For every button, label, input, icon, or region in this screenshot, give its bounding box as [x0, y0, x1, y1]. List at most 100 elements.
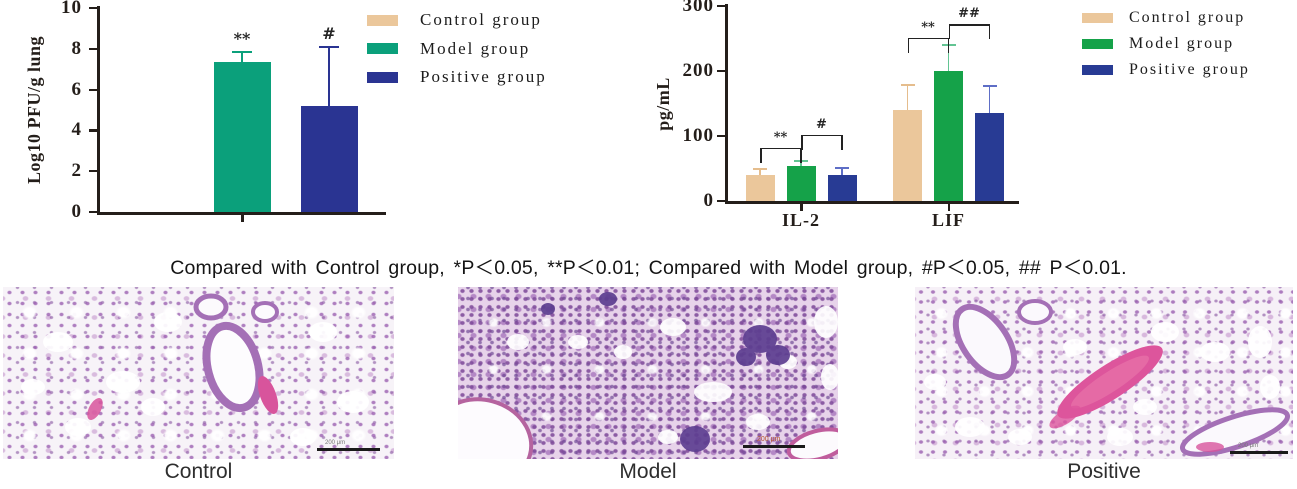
- y-tick: [89, 88, 97, 91]
- bracket-leg: [988, 24, 991, 40]
- significance-label: **: [233, 28, 251, 48]
- airway-shape: [786, 427, 838, 459]
- bracket-leg: [907, 37, 910, 53]
- bracket-leg: [948, 24, 951, 40]
- scale-bar: [1230, 451, 1288, 454]
- y-tick-label: 10: [61, 0, 82, 18]
- bar-control-group-il-2: [745, 175, 775, 201]
- bar-positive-group: [300, 105, 358, 212]
- error-bar-cap: [835, 166, 849, 170]
- scale-bar-label: 200 μm: [1238, 443, 1259, 449]
- legend-swatch-model-group: [367, 43, 398, 54]
- vessel-shape: [1196, 442, 1224, 452]
- x-tick: [800, 204, 803, 211]
- histology-overlay-positive: [924, 299, 1291, 457]
- error-bar-line: [906, 85, 909, 110]
- legend-label-positive-group: Positive group: [1129, 61, 1250, 78]
- y-axis: [725, 4, 728, 203]
- x-tick: [947, 204, 950, 211]
- y-tick: [89, 129, 97, 132]
- bronchiole-shape: [458, 397, 534, 459]
- x-tick: [241, 215, 244, 222]
- y-tick: [89, 211, 97, 214]
- y-tick: [89, 7, 97, 10]
- bracket-leg: [841, 134, 843, 150]
- significance-label: ##: [958, 6, 980, 22]
- panel-label-control: Control: [164, 460, 233, 483]
- hemorrhage-shape: [1057, 345, 1163, 419]
- bar-model-group: [213, 62, 271, 212]
- bar-positive-group-il-2: [827, 175, 857, 201]
- y-axis: [97, 6, 100, 214]
- y-tick: [717, 5, 725, 8]
- significance-label: **: [921, 19, 935, 35]
- bracket-leg: [801, 134, 803, 150]
- y-tick-label: 0: [71, 201, 82, 222]
- bracket-leg: [947, 37, 950, 53]
- y-tick-label: 2: [71, 160, 82, 182]
- error-bar-line: [328, 46, 330, 106]
- alveoli-shapes: [924, 322, 1280, 446]
- stats-caption: Compared with Control group, *P＜0.05, **…: [170, 257, 1127, 279]
- legend-swatch-positive-group: [367, 71, 398, 83]
- scale-bar: [743, 445, 805, 448]
- error-bar-cap: [319, 45, 339, 48]
- y-tick-label: 300: [682, 0, 714, 16]
- bar-model-group-il-2: [786, 165, 816, 201]
- histology-image-control: 200 μm: [3, 287, 394, 459]
- panel-label-model: Model: [619, 460, 677, 483]
- error-bar-line: [988, 85, 991, 114]
- error-bar-cap: [982, 84, 997, 88]
- y-tick-label: 200: [682, 60, 714, 81]
- bar-positive-group-lif: [975, 113, 1004, 201]
- bracket-line: [760, 147, 801, 150]
- legend-swatch-positive-group: [1082, 65, 1113, 75]
- error-bar-cap: [753, 167, 767, 170]
- error-bar-line: [841, 167, 843, 175]
- bracket-leg: [800, 147, 802, 163]
- legend-swatch-model-group: [1082, 39, 1113, 49]
- y-tick-label: 0: [703, 190, 714, 211]
- legend-swatch-control-group: [367, 14, 398, 26]
- vessel-shape: [87, 398, 103, 420]
- bar-control-group-lif: [893, 110, 922, 201]
- scale-bar-label: 200 μm: [325, 440, 346, 446]
- significance-label: **: [773, 129, 788, 145]
- histology-overlay-control: [21, 293, 369, 446]
- airway-shape: [193, 293, 229, 321]
- y-tick: [89, 47, 97, 50]
- y-tick: [717, 70, 725, 73]
- significance-label: #: [322, 23, 336, 43]
- legend-swatch-control-group: [1082, 13, 1113, 23]
- scale-bar-label: 200 μm: [757, 436, 781, 443]
- error-bar-line: [800, 160, 802, 166]
- legend-label-model-group: Model group: [420, 38, 531, 58]
- panel-label-positive: Positive: [1067, 460, 1141, 483]
- histology-overlay-model: [458, 292, 838, 459]
- y-tick: [89, 170, 97, 173]
- y-tick-label: 4: [71, 119, 82, 141]
- category-label: IL-2: [781, 210, 820, 230]
- x-axis: [97, 212, 386, 215]
- y-axis-title: pg/mL: [653, 77, 673, 131]
- histology-image-positive: 200 μm: [915, 287, 1293, 459]
- y-tick-label: 100: [682, 125, 714, 146]
- bracket-line: [948, 24, 990, 26]
- histology-image-model: 200 μm: [458, 287, 838, 459]
- vessel-shape: [1049, 405, 1081, 429]
- bracket-leg: [760, 147, 762, 163]
- infiltrate-shapes: [541, 292, 790, 452]
- bronchiole-shape: [952, 303, 1018, 381]
- legend-label-model-group: Model group: [1129, 35, 1235, 52]
- airway-shape: [1017, 299, 1053, 325]
- error-bar-cap: [900, 84, 915, 87]
- bracket-line: [907, 37, 949, 40]
- bracket-line: [801, 134, 842, 137]
- error-bar-line: [241, 51, 243, 63]
- bar-model-group-lif: [934, 71, 963, 201]
- airway-shape: [251, 301, 279, 323]
- y-tick-label: 8: [71, 37, 82, 59]
- legend-label-control-group: Control group: [420, 10, 542, 29]
- scale-bar: [317, 448, 380, 451]
